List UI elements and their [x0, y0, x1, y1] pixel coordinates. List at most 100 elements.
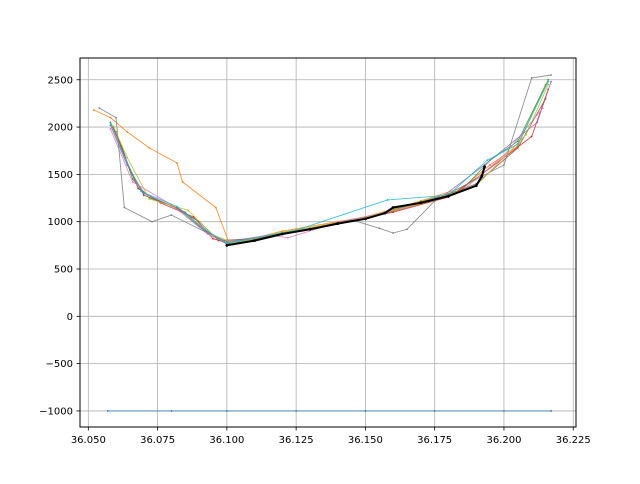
data-point	[295, 410, 298, 412]
grid	[80, 58, 576, 427]
data-point	[176, 162, 178, 164]
data-point	[433, 410, 436, 412]
series-line	[226, 166, 486, 247]
data-point	[151, 220, 153, 223]
data-point	[120, 149, 123, 152]
data-point	[112, 125, 115, 128]
data-point	[503, 154, 505, 157]
data-point	[217, 239, 220, 242]
data-point	[170, 214, 173, 216]
data-point	[92, 109, 95, 111]
data-point	[480, 174, 484, 178]
data-point	[503, 164, 505, 166]
data-point	[516, 143, 519, 146]
data-point	[530, 135, 533, 138]
series-line	[93, 84, 546, 245]
data-point	[214, 206, 217, 209]
data-point	[280, 232, 284, 236]
series-line	[110, 107, 544, 244]
data-point	[364, 217, 367, 221]
data-point	[391, 206, 395, 209]
data-point	[109, 122, 112, 125]
data-point	[503, 410, 505, 412]
series-11	[225, 165, 486, 247]
series-1	[106, 410, 552, 412]
x-tick-label: 36.075	[140, 435, 175, 446]
data-point	[489, 164, 492, 166]
y-tick-label: 500	[54, 264, 73, 275]
data-point	[547, 78, 550, 81]
data-point	[550, 74, 552, 76]
data-point	[474, 184, 478, 188]
data-point	[131, 178, 134, 181]
data-point	[547, 80, 550, 83]
data-point	[181, 181, 184, 183]
data-point	[336, 222, 340, 225]
data-point	[137, 187, 140, 190]
series-line	[110, 81, 549, 244]
data-point	[176, 205, 178, 208]
data-point	[148, 146, 151, 149]
data-point	[225, 243, 229, 247]
y-tick-label: 1000	[48, 217, 73, 228]
data-point	[148, 198, 151, 200]
y-tick-label: 0	[67, 312, 73, 323]
series-2	[92, 83, 547, 246]
data-point	[406, 228, 408, 231]
data-point	[286, 236, 289, 239]
data-point	[392, 232, 395, 234]
data-point	[483, 164, 486, 166]
data-point	[203, 228, 206, 231]
x-tick-label: 36.175	[417, 435, 452, 446]
data-point	[378, 227, 381, 230]
data-point	[550, 410, 552, 412]
x-tick-label: 36.225	[556, 435, 591, 446]
data-point	[106, 410, 109, 412]
series-layer	[92, 74, 552, 412]
x-tick-label: 36.150	[348, 435, 383, 446]
data-point	[419, 201, 423, 205]
y-tick-label: 1500	[48, 170, 73, 181]
data-point	[109, 116, 112, 119]
data-point	[541, 107, 544, 110]
data-point	[386, 199, 389, 201]
data-point	[109, 128, 112, 130]
data-point	[187, 209, 189, 212]
y-tick-label: 2500	[48, 75, 73, 86]
plot-frame	[79, 57, 577, 428]
data-point	[516, 146, 519, 149]
series-10	[109, 80, 550, 245]
data-point	[123, 206, 126, 209]
data-point	[547, 83, 550, 86]
y-tick-label: −1000	[39, 406, 73, 417]
data-point	[447, 194, 450, 198]
series-line	[99, 74, 552, 243]
data-point	[516, 140, 519, 143]
data-point	[225, 410, 228, 412]
data-point	[98, 107, 101, 110]
data-point	[486, 159, 489, 162]
y-tick-label: −500	[46, 359, 73, 370]
x-tick-label: 36.200	[486, 435, 521, 446]
data-point	[308, 227, 312, 231]
data-point	[140, 190, 142, 193]
x-tick-label: 36.050	[71, 435, 106, 446]
data-point	[142, 194, 145, 197]
data-point	[483, 165, 486, 169]
y-tick-label: 2000	[48, 123, 73, 134]
data-point	[115, 116, 117, 119]
data-point	[225, 242, 228, 245]
data-point	[544, 97, 547, 100]
data-point	[126, 130, 129, 133]
data-point	[131, 181, 134, 183]
data-point	[525, 133, 528, 136]
data-point	[536, 121, 539, 124]
data-point	[364, 410, 367, 412]
data-point	[550, 80, 552, 83]
data-point	[212, 237, 214, 240]
ticks: 36.050 36.075 36.100 36.125 36.150 36.175 36.2…	[39, 75, 591, 446]
series-8	[98, 74, 552, 244]
data-point	[530, 76, 533, 79]
